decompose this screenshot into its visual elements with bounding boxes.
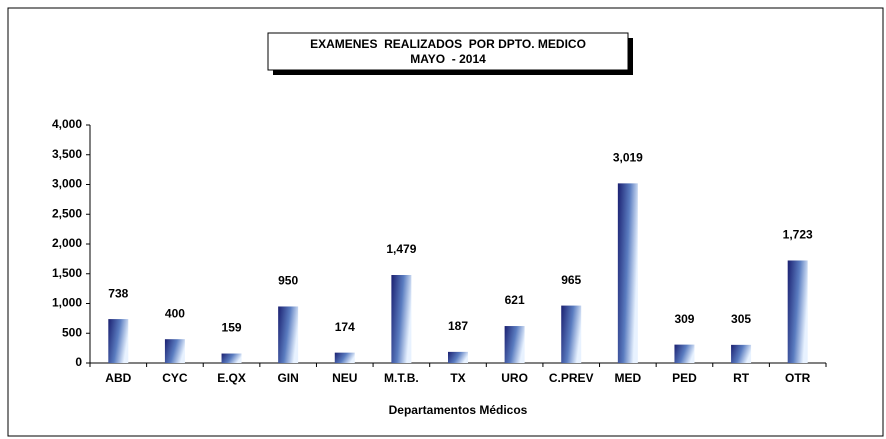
title-box [267, 32, 629, 71]
data-label: 738 [108, 286, 128, 300]
x-tick-label: TX [450, 371, 465, 385]
y-tick-label: 1,000 [52, 296, 82, 310]
bar [561, 305, 582, 363]
bar [108, 319, 129, 363]
bar [674, 344, 695, 363]
bar [504, 326, 525, 363]
x-tick-label: E.QX [217, 371, 246, 385]
bar [391, 274, 412, 363]
bar [448, 351, 468, 363]
data-label: 305 [731, 312, 751, 326]
data-label: 174 [335, 320, 355, 334]
chart-subtitle: MAYO - 2014 [410, 52, 486, 66]
y-tick-label: 4,000 [52, 117, 82, 131]
chart-title: EXAMENES REALIZADOS POR DPTO. MEDICO [310, 37, 586, 51]
bar [334, 352, 355, 363]
x-tick-label: M.T.B. [384, 371, 419, 385]
x-tick-label: MED [615, 371, 642, 385]
data-label: 621 [505, 293, 525, 307]
y-tick-label: 500 [62, 325, 82, 339]
data-label: 1,479 [386, 242, 416, 256]
y-tick-label: 3,000 [52, 177, 82, 191]
x-tick-label: PED [672, 371, 697, 385]
data-label: 965 [561, 273, 581, 287]
y-tick-label: 1,500 [52, 266, 82, 280]
data-label: 3,019 [613, 151, 643, 165]
x-tick-label: CYC [162, 371, 188, 385]
y-tick-label: 2,500 [52, 206, 82, 220]
x-tick-label: URO [501, 371, 528, 385]
x-axis-label: Departamentos Médicos [389, 403, 528, 417]
data-label: 187 [448, 319, 468, 333]
x-tick-label: GIN [277, 371, 298, 385]
data-label: 400 [165, 306, 185, 320]
x-tick-label: NEU [332, 371, 357, 385]
bar [787, 260, 808, 363]
y-tick-label: 2,000 [52, 236, 82, 250]
bar [617, 183, 638, 363]
data-label: 950 [278, 274, 298, 288]
bar [164, 339, 185, 363]
bar [221, 353, 242, 363]
x-tick-label: ABD [105, 371, 131, 385]
y-tick-label: 3,500 [52, 147, 82, 161]
bar [278, 306, 299, 363]
chart-frame [7, 7, 884, 437]
data-label: 159 [222, 321, 242, 335]
data-label: 309 [674, 312, 694, 326]
bar [731, 344, 752, 363]
data-label: 1,723 [783, 228, 813, 242]
x-tick-label: C.PREV [549, 371, 594, 385]
y-tick-label: 0 [75, 355, 82, 369]
x-tick-label: OTR [785, 371, 811, 385]
x-tick-label: RT [733, 371, 750, 385]
